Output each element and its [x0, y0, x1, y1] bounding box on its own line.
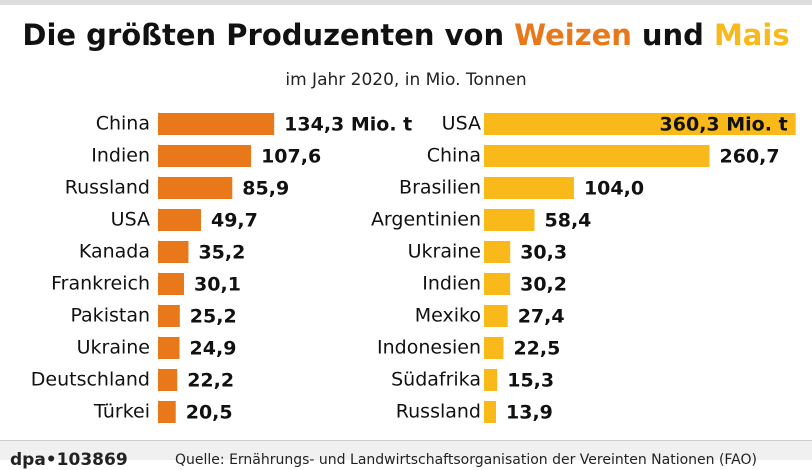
value-label: 22,2 — [187, 370, 234, 392]
bar — [484, 241, 511, 263]
category-label: Mexiko — [415, 305, 481, 327]
value-label: 24,9 — [190, 338, 237, 360]
bar — [484, 209, 535, 231]
title-part: Die größten Produzenten von — [22, 18, 505, 52]
value-label: 30,1 — [194, 274, 241, 296]
bar — [484, 401, 497, 423]
value-label: 134,3 Mio. t — [284, 114, 412, 136]
bar — [484, 273, 511, 295]
category-label: Deutschland — [31, 369, 150, 391]
bar — [158, 209, 201, 231]
category-label: Ukraine — [408, 241, 481, 263]
bar — [158, 369, 178, 391]
value-label: 107,6 — [261, 146, 321, 168]
value-label: 30,2 — [520, 274, 567, 296]
bar — [484, 337, 504, 359]
category-label: Indonesien — [377, 337, 481, 359]
bar — [158, 337, 180, 359]
footer-id: dpa•103869 — [10, 450, 128, 470]
bar — [158, 401, 176, 423]
title-part: Mais — [713, 18, 790, 52]
title-part: Weizen — [514, 18, 632, 52]
value-label: 22,5 — [513, 338, 560, 360]
category-label: Brasilien — [399, 177, 481, 199]
bar — [484, 113, 796, 135]
footer-source: Quelle: Ernährungs- und Landwirtschaftso… — [175, 452, 757, 468]
category-label: Ukraine — [77, 337, 150, 359]
category-label: USA — [111, 209, 150, 231]
value-label: 360,3 Mio. t — [660, 114, 788, 136]
value-label: 49,7 — [211, 210, 258, 232]
value-label: 58,4 — [545, 210, 592, 232]
value-label: 85,9 — [242, 178, 289, 200]
category-label: Russland — [65, 177, 150, 199]
category-label: Frankreich — [51, 273, 150, 295]
chart: China 134,3 Mio. t Indien 107,6 Russland 85,9… — [31, 113, 796, 424]
subtitle: im Jahr 2020, in Mio. Tonnen — [285, 70, 527, 90]
category-label: Pakistan — [70, 305, 150, 327]
value-label: 35,2 — [198, 242, 245, 264]
value-label: 25,2 — [190, 306, 237, 328]
category-label: Russland — [396, 401, 481, 423]
bar — [158, 113, 275, 135]
bar — [484, 305, 508, 327]
category-label: Kanada — [79, 241, 150, 263]
bar — [484, 369, 498, 391]
bar — [158, 305, 180, 327]
category-label: Südafrika — [391, 369, 481, 391]
title-part: und — [641, 18, 704, 52]
value-label: 260,7 — [720, 146, 780, 168]
top-bar — [0, 0, 812, 5]
category-label: Indien — [422, 273, 481, 295]
bar — [158, 241, 189, 263]
category-label: Indien — [91, 145, 150, 167]
value-label: 13,9 — [506, 402, 553, 424]
value-label: 104,0 — [584, 178, 644, 200]
value-label: 15,3 — [507, 370, 554, 392]
value-label: 30,3 — [520, 242, 567, 264]
value-label: 27,4 — [518, 306, 565, 328]
category-label: China — [427, 145, 481, 167]
bar — [158, 177, 233, 199]
bar — [158, 145, 252, 167]
footer: dpa•103869 Quelle: Ernährungs- und Landw… — [0, 440, 812, 470]
title: Die größten Produzenten von Weizen und Mais — [0, 18, 812, 52]
bar — [484, 145, 710, 167]
category-label: China — [96, 113, 150, 135]
bar — [158, 273, 185, 295]
value-label: 20,5 — [186, 402, 233, 424]
category-label: Türkei — [93, 401, 150, 423]
category-label: USA — [442, 113, 481, 135]
bar — [484, 177, 574, 199]
category-label: Argentinien — [371, 209, 481, 231]
